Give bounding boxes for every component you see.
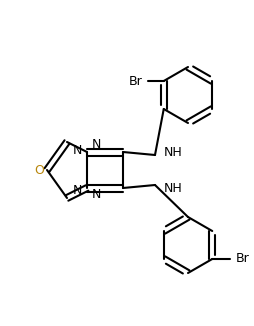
Text: Br: Br (128, 75, 142, 87)
Text: N: N (72, 143, 81, 156)
Text: N: N (91, 139, 100, 152)
Text: NH: NH (163, 182, 182, 195)
Text: O: O (34, 164, 44, 176)
Text: Br: Br (234, 253, 248, 265)
Text: NH: NH (163, 145, 182, 158)
Text: N: N (72, 184, 81, 197)
Text: N: N (91, 188, 100, 201)
